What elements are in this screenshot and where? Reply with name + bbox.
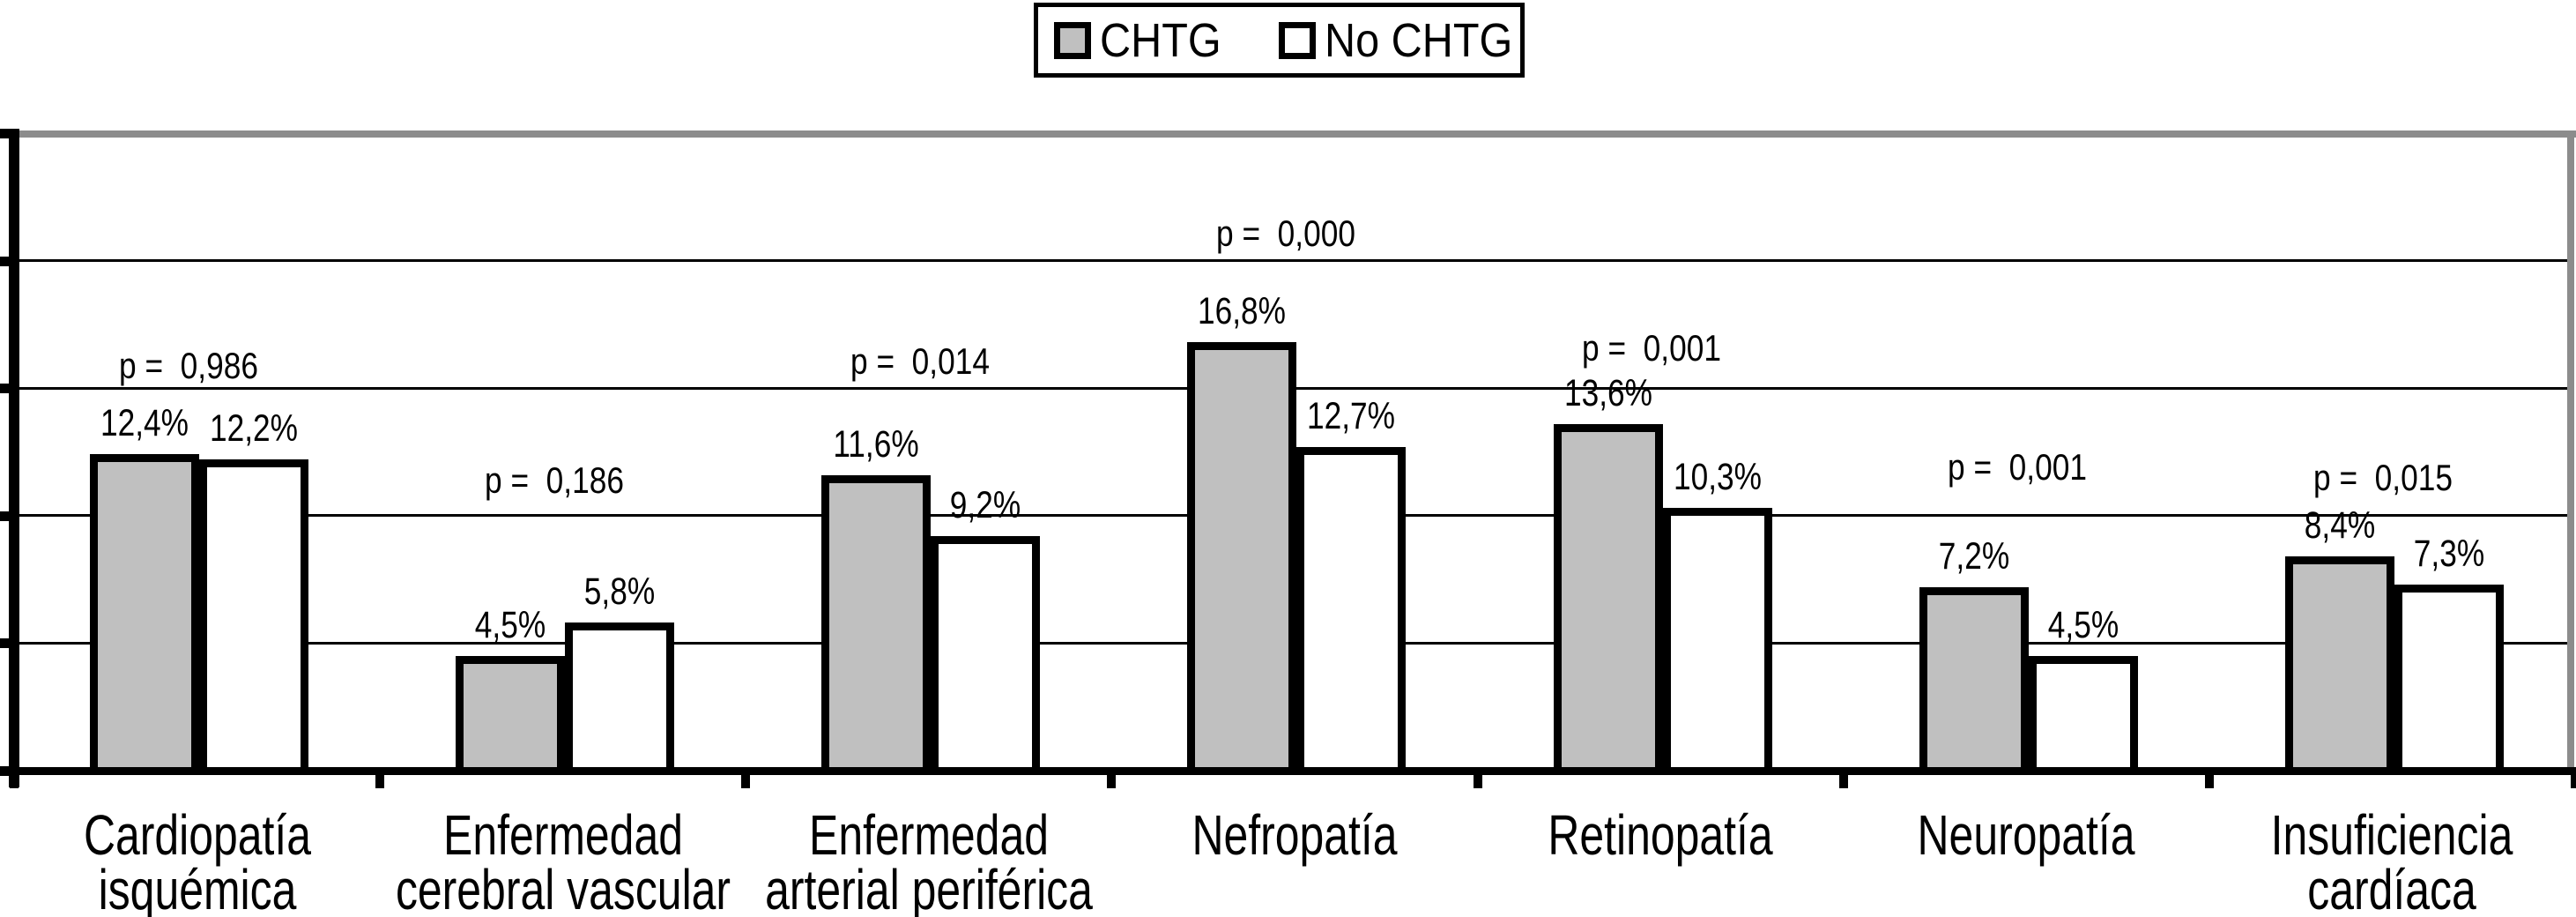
bar-no-chtg-5	[1663, 508, 1772, 775]
legend-swatch-no-chtg-icon	[1278, 21, 1316, 59]
value-label-no-chtg-7: 7,3%	[2413, 533, 2485, 575]
plot-right-border	[2567, 130, 2574, 767]
p-value-label-3: p = 0,014	[850, 340, 990, 382]
x-axis-tick	[2205, 775, 2214, 788]
y-axis-tick-20pct	[0, 257, 11, 266]
value-label-no-chtg-5: 10,3%	[1674, 456, 1762, 498]
x-axis-tick	[1839, 775, 1848, 788]
x-axis	[9, 767, 2576, 775]
p-value-label-7: p = 0,015	[2313, 457, 2453, 498]
x-axis-tick	[375, 775, 384, 788]
plot-top-border	[19, 130, 2576, 138]
value-label-no-chtg-6: 4,5%	[2047, 604, 2119, 646]
bar-chtg-4	[1187, 342, 1296, 775]
x-axis-tick	[2571, 775, 2576, 788]
bar-no-chtg-4	[1296, 447, 1406, 775]
value-label-chtg-1: 12,4%	[100, 402, 189, 444]
value-label-no-chtg-3: 9,2%	[949, 484, 1021, 526]
value-label-chtg-6: 7,2%	[1938, 535, 2010, 578]
x-axis-tick	[10, 775, 19, 788]
y-axis-tick-15pct	[0, 384, 11, 393]
gridline-20pct	[19, 259, 2567, 262]
legend-swatch-chtg-icon	[1054, 21, 1091, 59]
value-label-no-chtg-2: 5,8%	[583, 570, 656, 613]
category-label-1: Cardiopatía isquémica	[83, 803, 312, 917]
category-label-2: Enfermedad cerebral vascular	[395, 803, 731, 917]
legend-item-chtg: CHTG	[1054, 17, 1235, 64]
x-axis-tick	[1474, 775, 1482, 788]
bar-chtg-2	[456, 656, 565, 775]
value-label-no-chtg-1: 12,2%	[210, 407, 298, 450]
bar-no-chtg-1	[199, 459, 308, 775]
category-label-6: Neuropatía	[1917, 803, 2135, 867]
value-label-chtg-7: 8,4%	[2304, 504, 2376, 547]
category-label-3: Enfermedad arterial periférica	[765, 803, 1093, 917]
category-label-7: Insuficiencia cardíaca	[2270, 803, 2513, 917]
p-value-label-1: p = 0,986	[119, 345, 258, 386]
bar-chtg-1	[90, 454, 199, 775]
y-axis	[9, 129, 19, 787]
bar-chtg-3	[821, 475, 931, 775]
p-value-label-2: p = 0,186	[485, 459, 624, 501]
y-axis-tick-0pct	[0, 766, 11, 776]
p-value-label-5: p = 0,001	[1582, 327, 1721, 369]
legend-label-chtg: CHTG	[1100, 13, 1221, 67]
bar-no-chtg-3	[931, 536, 1040, 775]
y-axis-tick-10pct	[0, 511, 11, 521]
value-label-chtg-5: 13,6%	[1564, 372, 1652, 414]
category-label-4: Nefropatía	[1191, 803, 1398, 867]
bar-chtg-7	[2285, 556, 2394, 775]
value-label-chtg-3: 11,6%	[833, 423, 919, 466]
x-axis-tick	[1107, 775, 1116, 788]
y-axis-tick-5pct	[0, 638, 11, 648]
value-label-no-chtg-4: 12,7%	[1307, 395, 1395, 437]
y-axis-tick-25pct	[0, 129, 11, 138]
x-axis-tick	[741, 775, 750, 788]
category-label-5: Retinopatía	[1548, 803, 1773, 867]
bar-no-chtg-6	[2029, 656, 2138, 775]
p-value-label-6: p = 0,001	[1948, 446, 2087, 488]
legend-label-no-chtg: No CHTG	[1324, 13, 1513, 67]
bar-no-chtg-7	[2394, 585, 2504, 775]
chart-legend: CHTG No CHTG	[1034, 3, 1525, 78]
legend-item-no-chtg: No CHTG	[1278, 13, 1533, 67]
bar-chtg-6	[1919, 587, 2029, 775]
value-label-chtg-4: 16,8%	[1198, 290, 1286, 332]
value-label-chtg-2: 4,5%	[474, 604, 546, 646]
p-value-label-4: p = 0,000	[1216, 212, 1355, 254]
